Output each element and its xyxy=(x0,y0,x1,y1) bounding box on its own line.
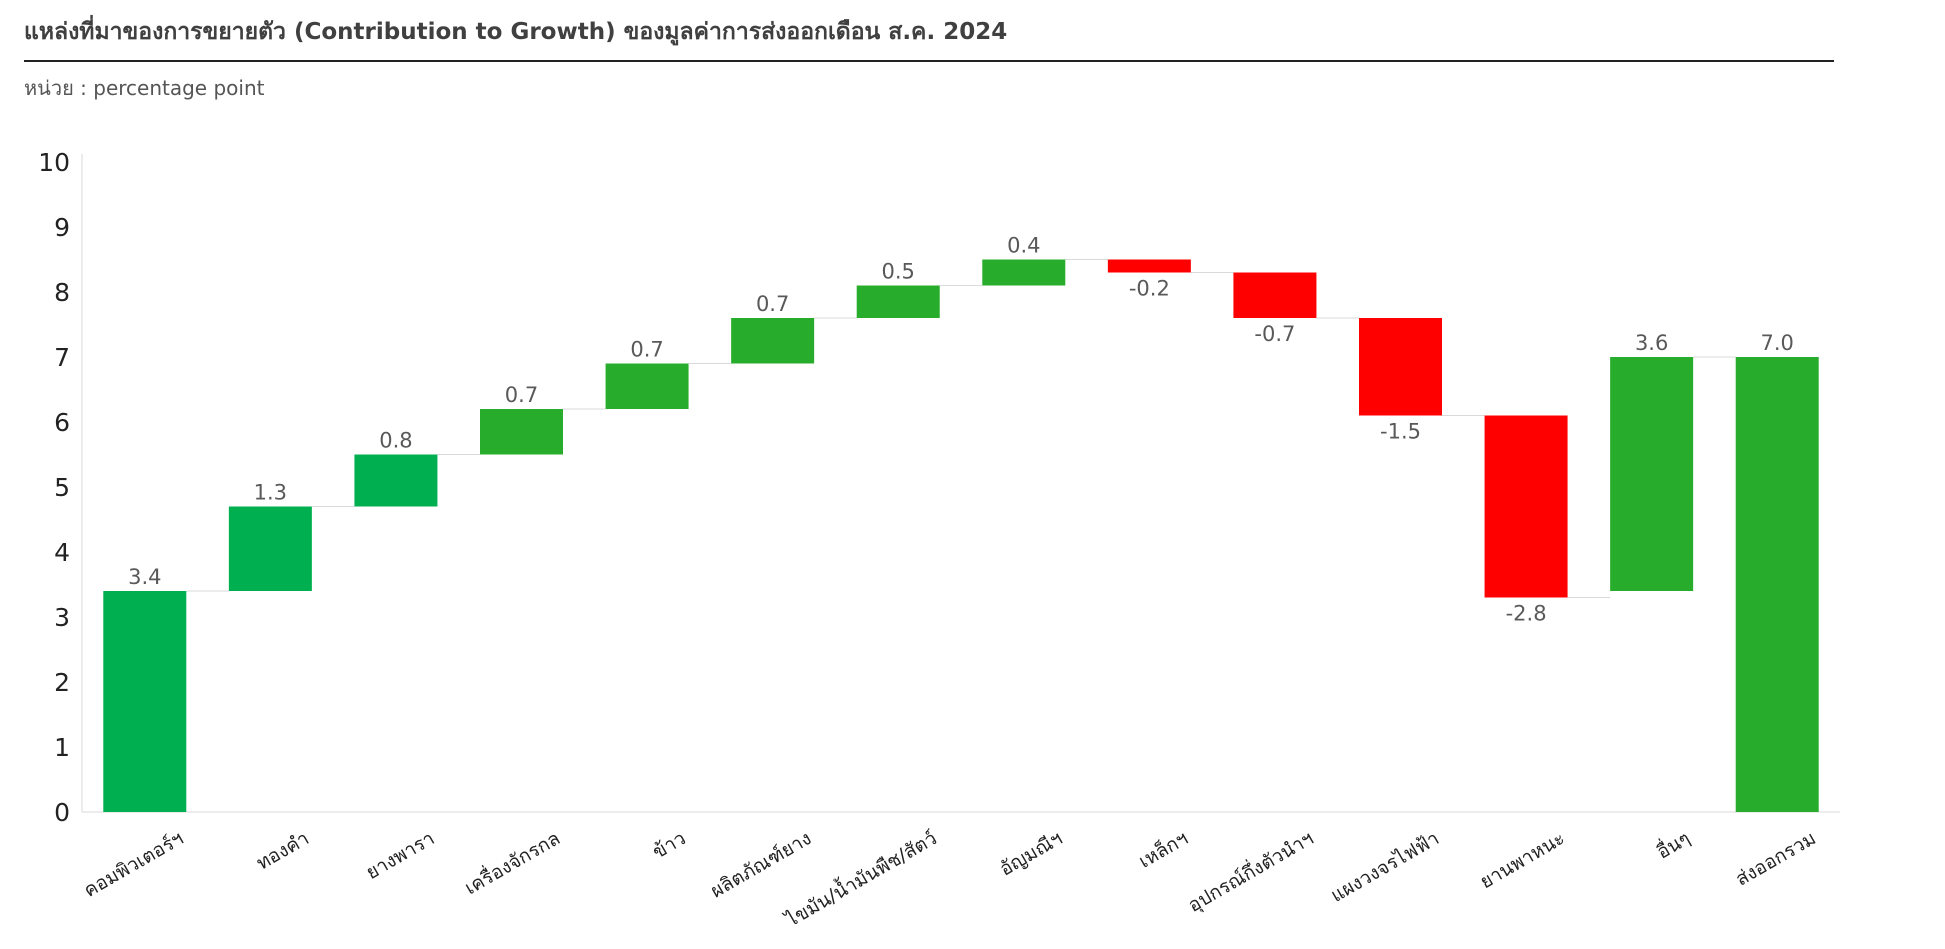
y-tick-label: 9 xyxy=(54,213,70,242)
x-tick-label: ทองคำ xyxy=(253,827,313,874)
bar xyxy=(856,285,940,318)
x-tick-label: ผลิตภัณฑ์ยาง xyxy=(707,827,815,902)
unit-label: หน่วย : percentage point xyxy=(24,76,265,100)
x-tick-label: อัญมณีฯ xyxy=(996,827,1066,880)
data-label: -1.5 xyxy=(1380,420,1421,444)
bar xyxy=(1359,318,1442,416)
bar xyxy=(480,409,563,455)
x-tick-label: แผงวงจรไฟฟ้า xyxy=(1327,827,1443,907)
bar xyxy=(354,454,438,507)
bar xyxy=(1484,415,1568,598)
data-label: -2.8 xyxy=(1506,602,1547,626)
bar xyxy=(1610,357,1694,591)
data-label: 3.4 xyxy=(128,565,161,589)
x-tick-label: ยางพารา xyxy=(362,827,438,884)
data-label: 1.3 xyxy=(254,481,287,505)
data-label: 0.8 xyxy=(379,429,412,453)
bar xyxy=(982,259,1066,286)
data-label: 0.7 xyxy=(505,383,538,407)
y-tick-label: 3 xyxy=(54,603,70,632)
bar xyxy=(1233,272,1317,318)
y-tick-label: 2 xyxy=(54,668,70,697)
data-label: 0.7 xyxy=(630,338,663,362)
y-tick-label: 6 xyxy=(54,408,70,437)
x-tick-label: เหล็กฯ xyxy=(1134,826,1192,873)
x-tick-label: คอมพิวเตอร์ฯ xyxy=(80,827,187,902)
data-label: -0.2 xyxy=(1129,277,1170,301)
data-label: 0.5 xyxy=(882,260,915,284)
y-tick-label: 0 xyxy=(54,798,70,827)
y-tick-label: 5 xyxy=(54,473,70,502)
x-tick-label: อุปกรณ์กึ่งตัวนำฯ xyxy=(1183,825,1318,918)
y-tick-label: 1 xyxy=(54,733,70,762)
data-label: 0.4 xyxy=(1007,234,1040,258)
data-label: 7.0 xyxy=(1761,331,1794,355)
bar xyxy=(731,318,815,364)
y-tick-label: 4 xyxy=(54,538,70,567)
x-tick-label: ยานพาหนะ xyxy=(1476,827,1568,893)
chart-title: แหล่งที่มาของการขยายตัว (Contribution to… xyxy=(24,19,1008,45)
bar xyxy=(1735,357,1819,812)
y-tick-label: 7 xyxy=(54,343,70,372)
x-tick-label: อื่นๆ xyxy=(1652,825,1694,864)
x-tick-label: เครื่องจักรกล xyxy=(460,825,564,900)
data-label: 3.6 xyxy=(1635,331,1668,355)
data-label: 0.7 xyxy=(756,292,789,316)
bar xyxy=(605,363,689,409)
x-tick-label: ส่งออกรวม xyxy=(1732,827,1820,890)
y-tick-label: 8 xyxy=(54,278,70,307)
bar xyxy=(228,506,312,591)
x-tick-label: ข้าว xyxy=(649,827,690,863)
bar xyxy=(103,591,187,812)
title-divider xyxy=(24,60,1834,62)
data-label: -0.7 xyxy=(1254,322,1295,346)
y-tick-label: 10 xyxy=(38,148,70,177)
bar xyxy=(1107,259,1191,273)
